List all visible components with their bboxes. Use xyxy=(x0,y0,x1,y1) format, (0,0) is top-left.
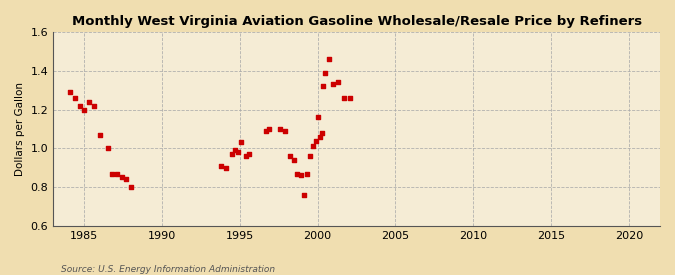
Point xyxy=(328,82,339,87)
Point xyxy=(279,129,290,133)
Point xyxy=(216,164,227,168)
Point xyxy=(308,144,319,148)
Point xyxy=(318,84,329,89)
Point xyxy=(316,131,327,135)
Point xyxy=(284,154,295,158)
Point xyxy=(244,152,254,156)
Point xyxy=(126,185,136,189)
Point xyxy=(275,127,286,131)
Point xyxy=(79,107,90,112)
Point xyxy=(302,171,313,176)
Y-axis label: Dollars per Gallon: Dollars per Gallon xyxy=(15,82,25,176)
Point xyxy=(320,70,331,75)
Point xyxy=(289,158,300,162)
Point xyxy=(107,171,117,176)
Point xyxy=(261,129,272,133)
Point xyxy=(323,57,334,61)
Point xyxy=(339,96,350,100)
Point xyxy=(111,171,122,176)
Point xyxy=(84,100,95,104)
Point xyxy=(292,171,303,176)
Point xyxy=(298,193,309,197)
Point xyxy=(264,127,275,131)
Point xyxy=(102,146,113,150)
Point xyxy=(233,150,244,154)
Point xyxy=(295,173,306,178)
Point xyxy=(333,80,344,85)
Point xyxy=(345,96,356,100)
Title: Monthly West Virginia Aviation Gasoline Wholesale/Resale Price by Refiners: Monthly West Virginia Aviation Gasoline … xyxy=(72,15,642,28)
Point xyxy=(95,133,105,137)
Point xyxy=(310,138,321,143)
Point xyxy=(74,103,85,108)
Point xyxy=(65,90,76,94)
Point xyxy=(315,134,325,139)
Point xyxy=(304,154,315,158)
Point xyxy=(70,96,80,100)
Point xyxy=(313,115,323,119)
Point xyxy=(227,152,238,156)
Point xyxy=(241,154,252,158)
Point xyxy=(221,166,232,170)
Point xyxy=(236,140,247,145)
Text: Source: U.S. Energy Information Administration: Source: U.S. Energy Information Administ… xyxy=(61,265,275,274)
Point xyxy=(121,177,132,182)
Point xyxy=(116,175,127,180)
Point xyxy=(230,148,240,152)
Point xyxy=(88,103,99,108)
